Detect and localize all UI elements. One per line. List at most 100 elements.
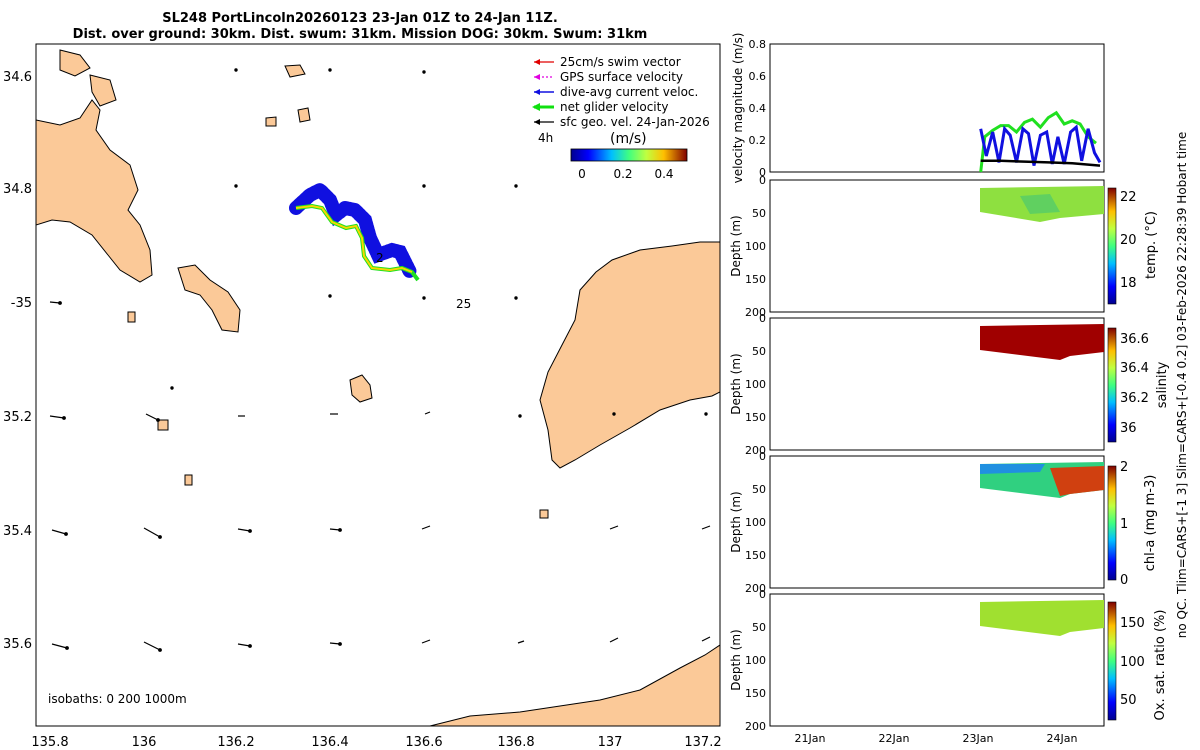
legend-label-net: net glider velocity	[560, 100, 668, 114]
oxygen-ylabel: Depth (m)	[729, 629, 743, 690]
temp-ytick-0: 0	[759, 174, 766, 187]
colorbar-tick-2: 0.4	[654, 167, 673, 181]
chla-panel: 0 1 2 chl-a (mg m-3) 0 50 100 150 200 De…	[729, 450, 1158, 595]
oxygen-colorbar-label: Ox. sat. ratio (%)	[1153, 610, 1168, 721]
sal-ytick-100: 100	[745, 378, 766, 391]
salinity-yticks: 0 50 100 150 200	[745, 312, 766, 457]
chla-ytick-50: 50	[752, 483, 766, 496]
ox-cbar-tick-100: 100	[1120, 655, 1145, 670]
temp-yticks: 0 50 100 150 200	[745, 174, 766, 319]
sal-ytick-150: 150	[745, 411, 766, 424]
temp-cbar-tick-20: 20	[1120, 233, 1137, 248]
colorbar-tick-1: 0.2	[613, 167, 632, 181]
island-centre	[349, 374, 373, 403]
salinity-panel: 36 36.2 36.4 36.6 salinity 0 50 100 150 …	[729, 312, 1170, 457]
chla-field-low	[980, 464, 1045, 474]
coast-south	[429, 644, 720, 726]
chla-ylabel: Depth (m)	[729, 491, 743, 552]
sal-ytick-200: 200	[745, 444, 766, 457]
ox-cbar-tick-150: 150	[1120, 616, 1145, 631]
legend-gps-velocity: GPS surface velocity	[534, 70, 683, 84]
temp-ytick-100: 100	[745, 240, 766, 253]
legend-dive-avg: dive-avg current veloc.	[534, 85, 698, 99]
lon-tick-4: 136.6	[405, 735, 442, 750]
oxygen-colorbar	[1107, 601, 1117, 721]
glider-speed-track	[295, 204, 413, 273]
colorbar-unit: (m/s)	[610, 131, 647, 147]
temp-cbar-tick-22: 22	[1120, 190, 1137, 205]
ox-ytick-50: 50	[752, 621, 766, 634]
legend-net-velocity: net glider velocity	[532, 100, 668, 114]
temp-ylabel: Depth (m)	[729, 215, 743, 276]
sal-cbar-tick-36.2: 36.2	[1120, 391, 1149, 406]
temp-ytick-150: 150	[745, 273, 766, 286]
oxygen-panel: 50 100 150 Ox. sat. ratio (%) 0 50 100 1…	[729, 588, 1168, 745]
chla-ytick-100: 100	[745, 516, 766, 529]
lat-tick-5: 35.6	[3, 637, 32, 652]
temp-colorbar	[1107, 187, 1117, 305]
velocity-yticks: 0.8 0.6 0.4 0.2 0	[749, 38, 767, 179]
islet-4	[265, 116, 277, 127]
island-upper	[89, 74, 117, 107]
lon-tick-0: 135.8	[31, 735, 68, 750]
salinity-cbar-ticks: 36 36.2 36.4 36.6	[1120, 332, 1149, 436]
chla-field-high	[1050, 466, 1104, 496]
chla-yticks: 0 50 100 150 200	[745, 450, 766, 595]
islet-6	[184, 474, 193, 486]
temp-colorbar-label: temp. (°C)	[1144, 211, 1159, 279]
sal-ytick-50: 50	[752, 345, 766, 358]
salinity-ylabel: Depth (m)	[729, 353, 743, 414]
islet-7	[539, 509, 549, 519]
ox-ytick-100: 100	[745, 654, 766, 667]
lon-tick-3: 136.4	[311, 735, 348, 750]
lat-tick-0: 34.6	[3, 70, 32, 85]
legend-label-swim: 25cm/s swim vector	[560, 55, 681, 69]
velocity-series-1	[979, 124, 1102, 166]
chla-colorbar-label: chl-a (mg m-3)	[1143, 475, 1158, 572]
xtick-21jan: 21Jan	[795, 732, 826, 745]
chla-cbar-tick-1: 1	[1120, 517, 1128, 532]
isobaths-label: isobaths: 0 200 1000m	[48, 692, 187, 706]
chla-ytick-150: 150	[745, 549, 766, 562]
xtick-23jan: 23Jan	[963, 732, 994, 745]
colorbar-tick-0: 0	[578, 167, 586, 181]
salinity-colorbar	[1107, 327, 1117, 443]
chla-cbar-ticks: 0 1 2	[1120, 460, 1128, 588]
velocity-ylabel: velocity magnitude (m/s)	[731, 33, 745, 184]
map-axes: 135.8 136 136.2 136.4 136.6 136.8 137 13…	[3, 70, 722, 750]
legend-swim-vector: 25cm/s swim vector	[534, 55, 681, 69]
lat-tick-1: 34.8	[3, 182, 32, 197]
lat-tick-3: 35.2	[3, 410, 32, 425]
velocity-series-2	[980, 159, 1101, 167]
map-frame	[35, 43, 721, 727]
temp-cbar-ticks: 18 20 22	[1120, 190, 1137, 291]
velocity-series	[979, 110, 1102, 173]
annotation-25: 25	[456, 297, 471, 311]
lon-tick-6: 137	[598, 735, 623, 750]
sal-ytick-0: 0	[759, 312, 766, 325]
peninsula-west	[36, 99, 153, 283]
time-interval-label: 4h	[538, 131, 553, 145]
oxygen-cbar-ticks: 50 100 150	[1120, 616, 1145, 708]
vel-ytick-0.4: 0.4	[749, 102, 767, 115]
vel-ytick-0.6: 0.6	[749, 70, 767, 83]
ox-cbar-tick-50: 50	[1120, 693, 1137, 708]
temp-cbar-tick-18: 18	[1120, 276, 1137, 291]
velocity-series-0	[979, 110, 1097, 173]
lon-tick-2: 136.2	[217, 735, 254, 750]
vel-ytick-0.8: 0.8	[749, 38, 767, 51]
legend-sfc-geo: sfc geo. vel. 24-Jan-2026	[534, 115, 710, 129]
lon-tick-1: 136	[132, 735, 157, 750]
legend-label-sfc-geo: sfc geo. vel. 24-Jan-2026	[560, 115, 710, 129]
glider-track: 2	[289, 181, 420, 282]
oxygen-field	[980, 600, 1104, 636]
temp-field-cool	[1020, 194, 1060, 214]
chla-ytick-200: 200	[745, 582, 766, 595]
islet-1	[127, 311, 136, 323]
time-xticks: 21Jan 22Jan 23Jan 24Jan	[795, 732, 1078, 745]
vel-ytick-0.2: 0.2	[749, 134, 767, 147]
track-marker-label: 2	[376, 251, 384, 265]
island-nw	[59, 49, 91, 77]
chla-cbar-tick-2: 2	[1120, 460, 1128, 475]
ox-ytick-150: 150	[745, 687, 766, 700]
